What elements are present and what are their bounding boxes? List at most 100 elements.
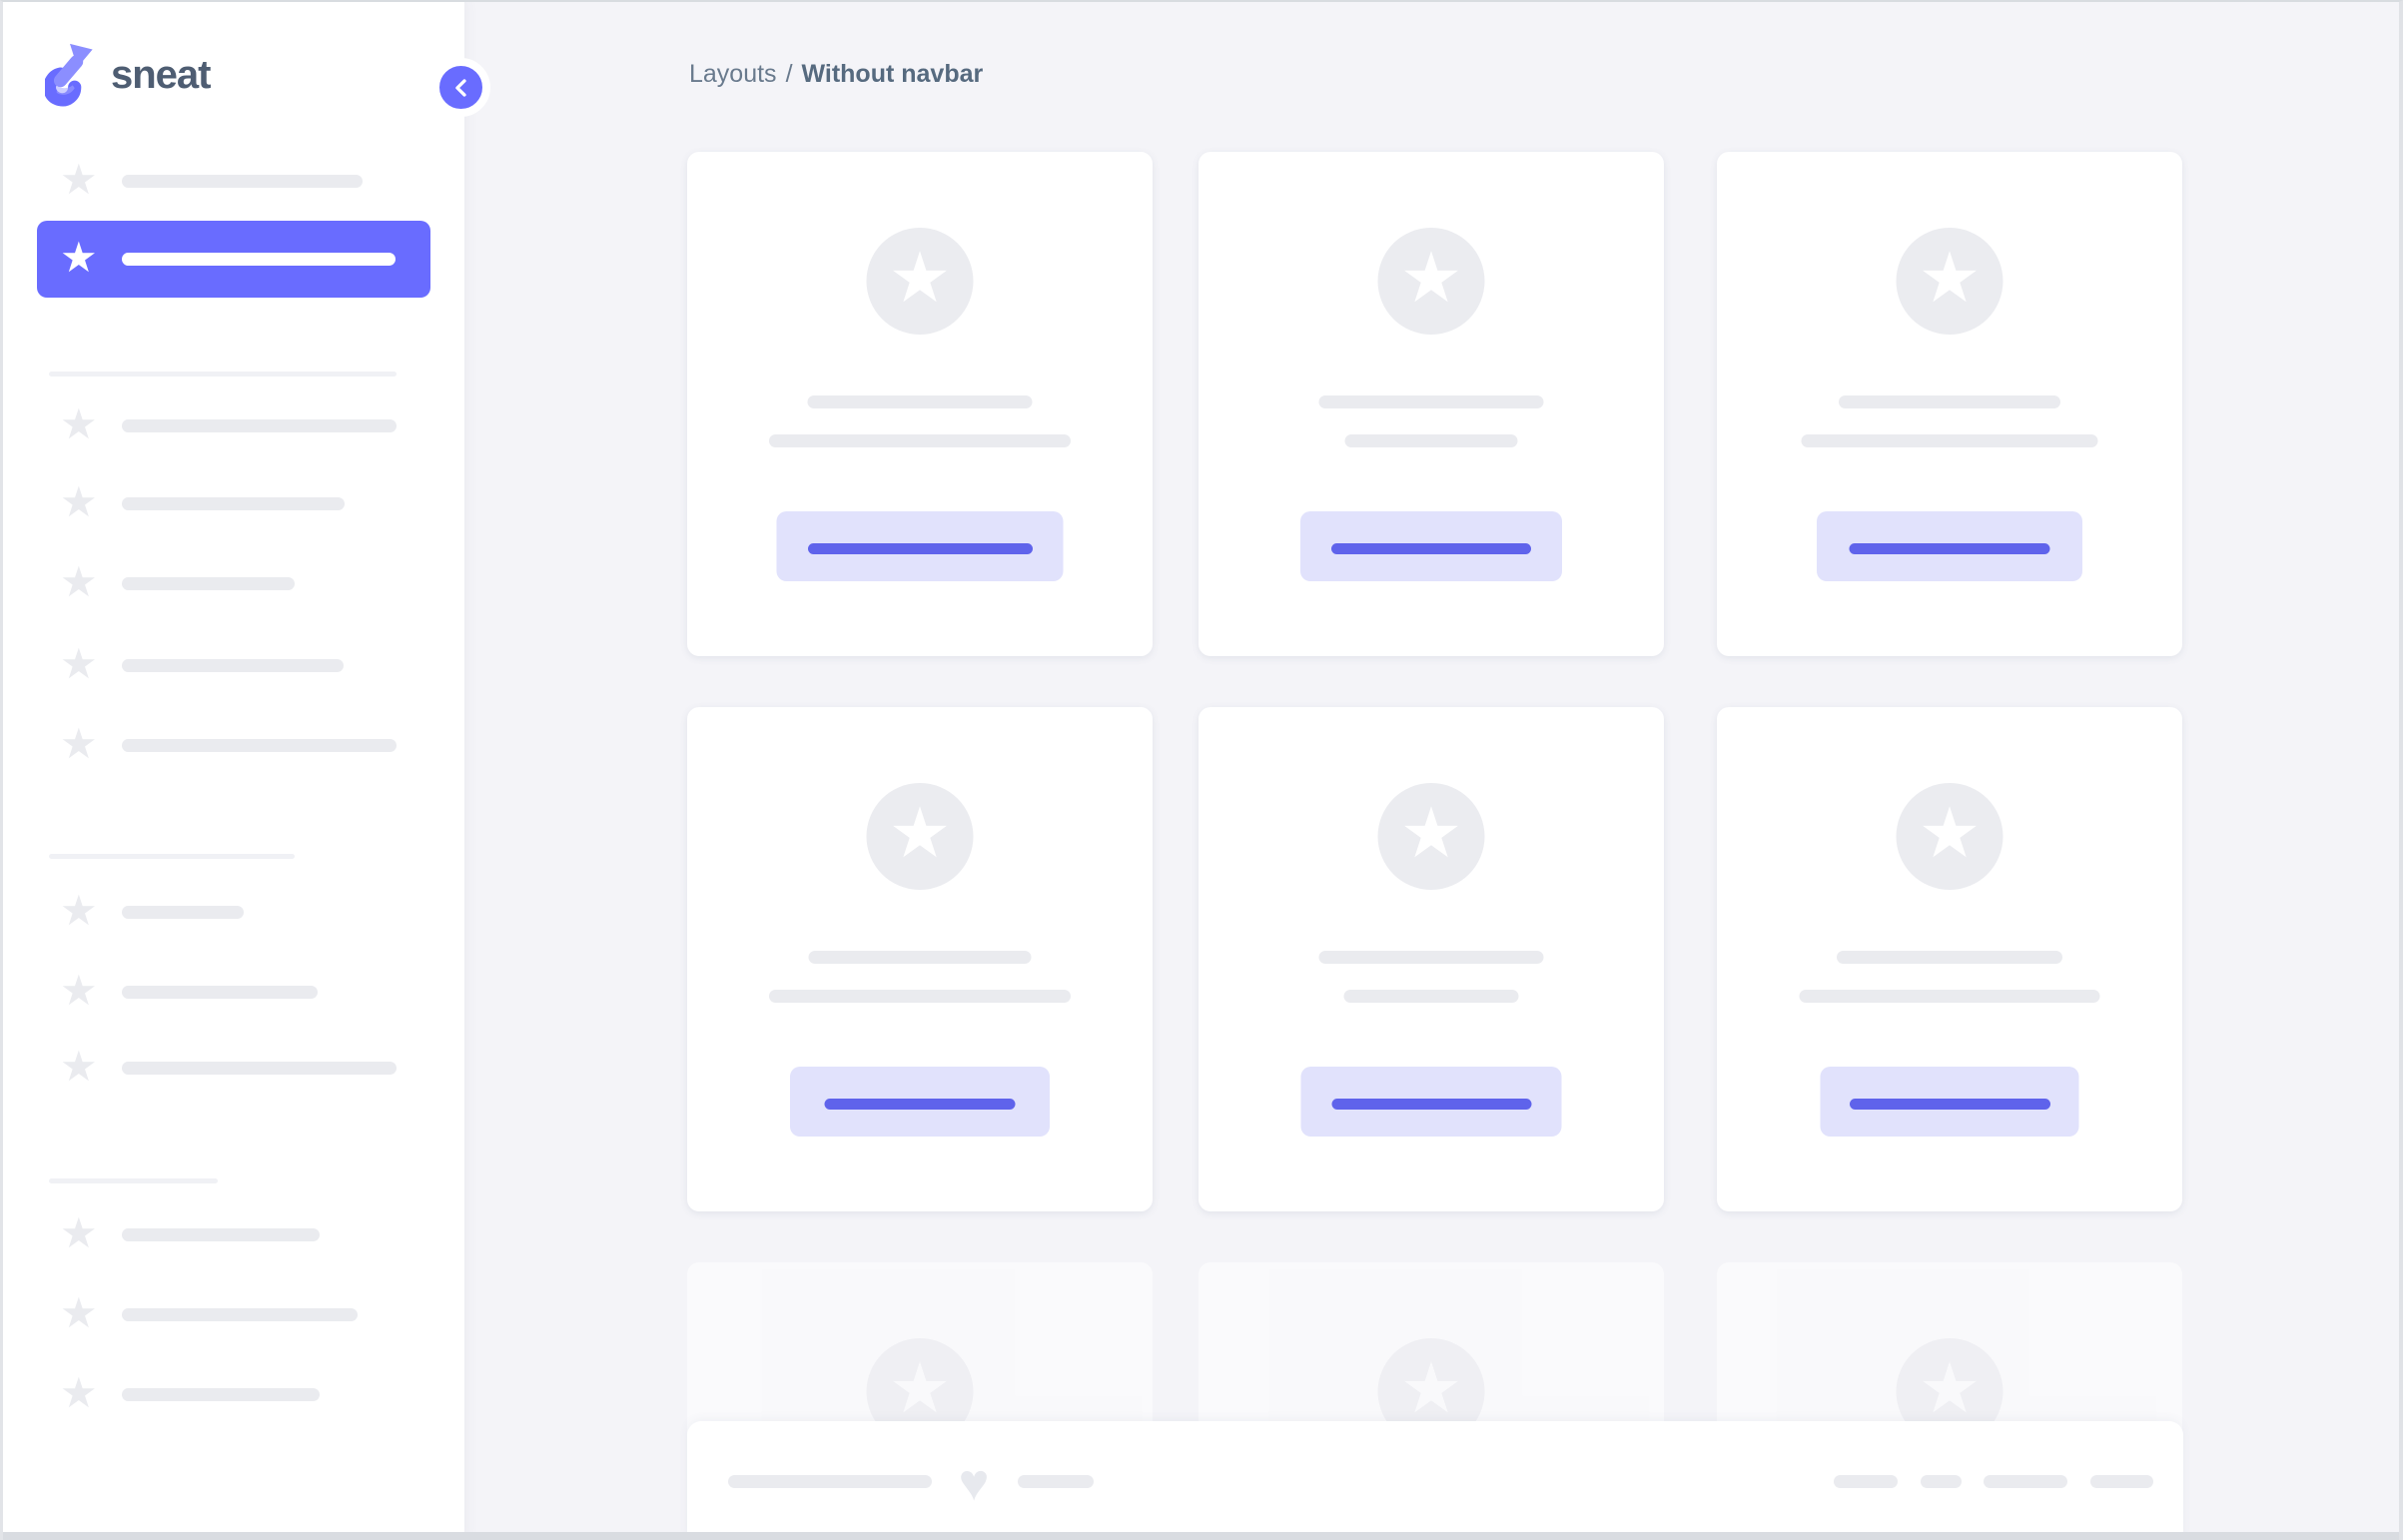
skeleton-button[interactable] [1817, 511, 2082, 581]
skeleton-bar [122, 419, 397, 432]
star-icon: ★ [888, 794, 952, 872]
star-icon: ★ [60, 1042, 98, 1090]
skeleton-line [1834, 1475, 1898, 1488]
skeleton-bar [122, 659, 344, 672]
skeleton-button-bar [1331, 543, 1531, 554]
skeleton-bar [122, 175, 363, 188]
demo-card: ★ [1717, 707, 2182, 1211]
skeleton-line [728, 1475, 932, 1488]
sidebar-item[interactable]: ★ [37, 143, 430, 220]
avatar-circle: ★ [1896, 228, 2003, 335]
sidebar-item[interactable]: ★ [37, 387, 430, 464]
skeleton-bar [122, 253, 396, 266]
demo-card: ★ [1199, 152, 1664, 656]
skeleton-button[interactable] [1300, 511, 1562, 581]
sidebar-item[interactable]: ★ [37, 1276, 430, 1353]
sidebar-item[interactable]: ★ [37, 465, 430, 542]
skeleton-line [807, 395, 1033, 408]
avatar-circle: ★ [1377, 783, 1485, 890]
skeleton-bar [122, 1308, 358, 1321]
skeleton-button[interactable] [776, 511, 1064, 581]
star-icon: ★ [60, 477, 98, 525]
sidebar-item[interactable]: ★ [37, 874, 430, 951]
skeleton-button-bar [807, 543, 1033, 554]
skeleton-line [1801, 434, 2098, 447]
breadcrumb: Layouts / Without navbar [689, 60, 983, 89]
skeleton-line [1839, 395, 2060, 408]
avatar-circle: ★ [1377, 228, 1485, 335]
skeleton-line [1837, 951, 2062, 964]
skeleton-line [769, 990, 1071, 1003]
skeleton-bar [122, 497, 345, 510]
breadcrumb-separator: / [785, 60, 793, 88]
window-bottom-edge [0, 1532, 2403, 1540]
sidebar-item[interactable]: ★ [37, 707, 430, 784]
skeleton-bar [122, 1062, 397, 1075]
skeleton-button[interactable] [790, 1067, 1050, 1137]
sidebar-collapse-button[interactable] [431, 58, 490, 117]
sneat-logo-icon [45, 43, 93, 107]
star-icon: ★ [1399, 239, 1463, 317]
skeleton-line [808, 951, 1032, 964]
star-icon: ★ [60, 639, 98, 687]
demo-card: ★ [1717, 152, 2182, 656]
star-icon: ★ [60, 1208, 98, 1256]
avatar-circle: ★ [866, 228, 974, 335]
sidebar-section-divider [49, 854, 295, 859]
star-icon: ★ [60, 557, 98, 605]
sidebar-item[interactable]: ★ [37, 627, 430, 704]
breadcrumb-section: Layouts [689, 60, 777, 88]
skeleton-line [1799, 990, 2100, 1003]
demo-card: ★ [687, 707, 1153, 1211]
star-icon: ★ [60, 399, 98, 447]
star-icon: ★ [1918, 794, 1982, 872]
star-icon: ★ [60, 233, 98, 281]
brand[interactable]: sneat [45, 42, 211, 108]
star-icon: ★ [1918, 1349, 1982, 1427]
star-icon: ★ [60, 155, 98, 203]
skeleton-bar [122, 906, 244, 919]
skeleton-bar [122, 739, 397, 752]
skeleton-bar [122, 577, 295, 590]
skeleton-line [1921, 1475, 1962, 1488]
skeleton-button-bar [1849, 543, 2050, 554]
star-icon: ★ [60, 1288, 98, 1336]
star-icon: ★ [1399, 1349, 1463, 1427]
skeleton-line [1318, 395, 1544, 408]
skeleton-button[interactable] [1820, 1067, 2079, 1137]
star-icon: ★ [60, 719, 98, 767]
sidebar-section-divider [49, 1178, 218, 1183]
skeleton-bar [122, 1228, 320, 1241]
skeleton-bar [122, 986, 318, 999]
breadcrumb-current: Without navbar [801, 60, 984, 88]
star-icon: ★ [60, 886, 98, 934]
demo-card: ★ [1199, 707, 1664, 1211]
brand-name: sneat [111, 52, 211, 97]
avatar-circle: ★ [866, 783, 974, 890]
skeleton-line [1018, 1475, 1094, 1488]
star-icon: ★ [60, 1368, 98, 1416]
skeleton-line [769, 434, 1071, 447]
skeleton-button[interactable] [1300, 1067, 1562, 1137]
skeleton-line [2090, 1475, 2153, 1488]
sidebar-item[interactable]: ★ [37, 1356, 430, 1433]
skeleton-bar [122, 1388, 320, 1401]
star-icon: ★ [1399, 794, 1463, 872]
sidebar-item[interactable]: ★ [37, 1030, 430, 1107]
sidebar-item[interactable]: ★ [37, 1196, 430, 1273]
sidebar-item[interactable]: ★ [37, 545, 430, 622]
sidebar-item[interactable]: ★ [37, 954, 430, 1031]
demo-card: ★ [687, 152, 1153, 656]
skeleton-line [1344, 434, 1518, 447]
skeleton-line [1984, 1475, 2067, 1488]
star-icon: ★ [888, 1349, 952, 1427]
star-icon: ★ [1918, 239, 1982, 317]
star-icon: ★ [888, 239, 952, 317]
skeleton-button-bar [824, 1099, 1016, 1110]
heart-icon: ♥ [958, 1454, 990, 1512]
footer-bar: ♥ [687, 1421, 2183, 1540]
sidebar-section-divider [49, 372, 397, 377]
avatar-circle: ★ [1896, 783, 2003, 890]
sidebar-item-active[interactable]: ★ [37, 221, 430, 298]
